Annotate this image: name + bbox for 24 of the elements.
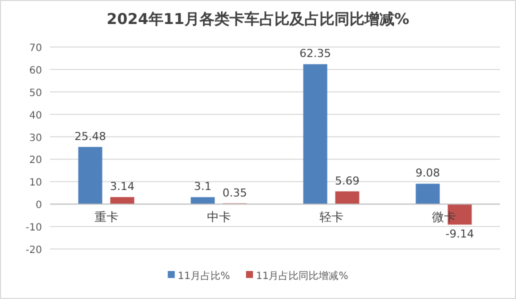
x-tick-label: 中卡 [206, 210, 231, 224]
y-tick-label: 10 [29, 178, 42, 189]
x-tick-label: 轻卡 [319, 210, 344, 224]
data-label: 25.48 [74, 130, 106, 143]
x-tick-label: 重卡 [94, 210, 118, 224]
data-label: 62.35 [300, 47, 331, 60]
chart-title: 2024年11月各类卡车占比及占比同比增减% [106, 10, 410, 28]
y-tick-label: 60 [29, 65, 42, 76]
y-tick-label: 50 [29, 88, 42, 99]
y-tick-label: 0 [36, 200, 42, 212]
data-label: 3.14 [110, 180, 134, 194]
y-tick-label: 40 [29, 110, 42, 122]
legend-label: 11月占比% [178, 270, 230, 282]
y-tick-label: -10 [26, 222, 42, 234]
data-label: 5.69 [335, 174, 360, 188]
legend-label: 11月占比同比增减% [256, 270, 348, 282]
y-tick-label: -20 [26, 245, 42, 256]
data-label: 0.35 [222, 186, 247, 200]
y-tick-label: 70 [29, 43, 42, 54]
y-tick-label: 20 [29, 155, 42, 166]
y-tick-label: 30 [29, 132, 42, 144]
data-label: -9.14 [446, 228, 474, 241]
data-label: 3.1 [194, 180, 212, 194]
data-label: 9.08 [416, 166, 440, 180]
